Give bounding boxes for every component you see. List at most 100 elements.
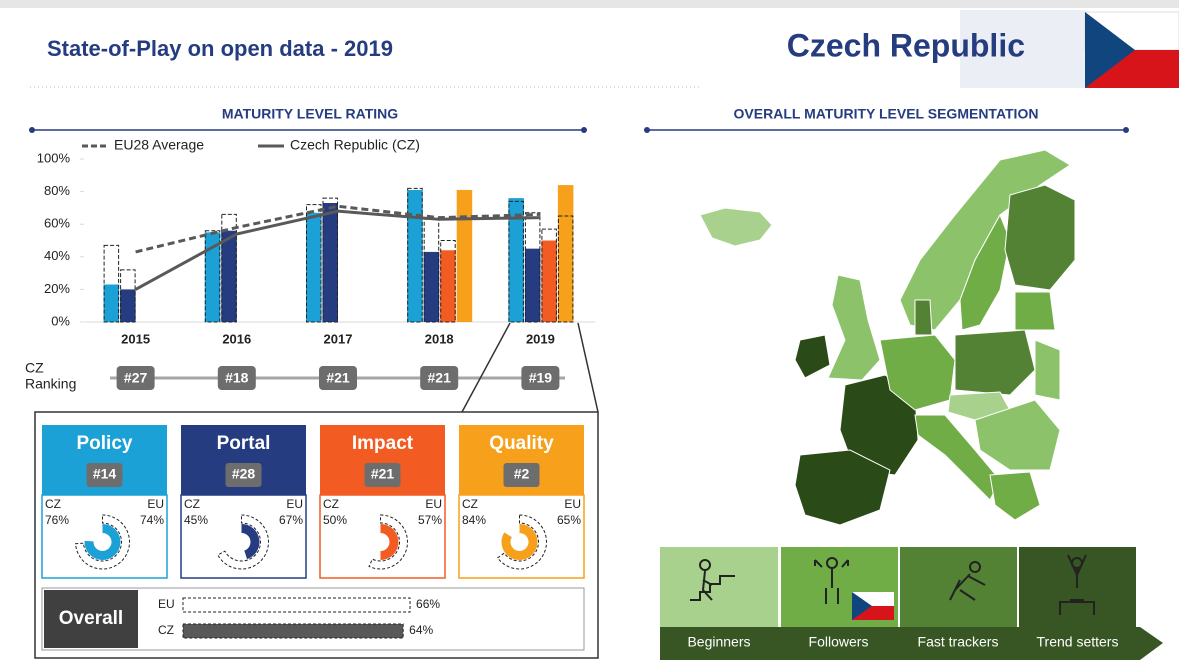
ranking-badge <box>420 366 459 390</box>
bar <box>423 251 440 322</box>
ranking-badge <box>319 366 357 390</box>
eu-bar <box>557 215 574 323</box>
ranking-badge <box>217 366 256 390</box>
bar <box>204 232 221 322</box>
segment-tile <box>660 547 778 627</box>
card-rank-badge <box>364 463 401 487</box>
rule-dot <box>1123 127 1129 133</box>
card-body <box>180 494 307 579</box>
bar <box>120 289 136 322</box>
donut-cz <box>84 524 121 560</box>
card-cz-label: CZ <box>323 497 339 511</box>
card-rank: #28 <box>232 466 256 482</box>
segment-label: Fast trackers <box>918 634 999 650</box>
segment-arrow <box>660 627 1163 660</box>
donut-eu <box>217 514 269 570</box>
x-tick-label: 2018 <box>425 331 454 346</box>
donut-eu <box>368 514 408 570</box>
bar <box>557 185 574 322</box>
flag <box>1084 11 1179 88</box>
y-tick-label: 100% <box>37 150 71 165</box>
segment-icons <box>690 554 1095 615</box>
legend-label: EU28 Average <box>114 137 204 153</box>
eu-bar <box>541 228 557 323</box>
card-rank-badge <box>503 463 540 487</box>
rule-dot <box>581 127 587 133</box>
bar <box>541 240 557 322</box>
eu-bar <box>524 212 541 323</box>
eu-bar <box>221 213 237 323</box>
segment-label: Followers <box>809 634 869 650</box>
segment-label: Trend setters <box>1037 634 1119 650</box>
eu-bar <box>322 197 338 323</box>
card-cz-value: 50% <box>323 513 347 527</box>
ranking-badge <box>521 366 560 390</box>
bar <box>103 284 120 322</box>
x-tick-label: 2019 <box>526 331 555 346</box>
eu-bar <box>306 204 322 323</box>
bar <box>440 250 456 322</box>
x-tick-label: 2017 <box>324 331 353 346</box>
legend-label: Czech Republic (CZ) <box>290 137 420 153</box>
x-tick-label: 2015 <box>121 331 150 346</box>
donut-cz <box>241 524 260 560</box>
overall-value: 66% <box>416 597 440 611</box>
card-rank-badge <box>86 463 123 487</box>
overall-bar <box>182 597 411 613</box>
card-rank-badge <box>225 463 262 487</box>
ranking-label: CZ <box>25 360 44 376</box>
card-rank: #2 <box>514 466 530 482</box>
card-eu-value: 74% <box>140 513 164 527</box>
bar <box>306 212 322 322</box>
donut-cz <box>501 524 538 560</box>
overall-series-label: EU <box>158 597 175 611</box>
card-cz-label: CZ <box>462 497 478 511</box>
overall-label: Overall <box>59 608 123 629</box>
zoom-line <box>577 322 599 413</box>
top-band <box>0 0 1179 8</box>
card-eu-value: 67% <box>279 513 303 527</box>
ranking-value: #18 <box>225 370 249 386</box>
donut-cz <box>380 524 399 560</box>
zoom-line <box>461 322 511 413</box>
rule-dot <box>29 127 35 133</box>
card-title: Quality <box>489 433 554 454</box>
europe-map <box>699 149 1076 526</box>
y-tick-label: 60% <box>44 216 70 231</box>
eu-bar <box>440 240 456 323</box>
eu-bar <box>508 200 524 323</box>
bar <box>407 189 423 322</box>
ranking-value: #21 <box>326 370 350 386</box>
y-tick-label: 80% <box>44 183 70 198</box>
card-title: Policy <box>77 433 133 454</box>
bar <box>456 189 473 322</box>
overall-value: 64% <box>409 623 433 637</box>
eu-bar <box>204 230 221 323</box>
card-cz-label: CZ <box>45 497 61 511</box>
ranking-badge <box>116 366 155 390</box>
overall-series-label: CZ <box>158 623 174 637</box>
segment-label: Beginners <box>687 634 750 650</box>
ranking-value: #19 <box>529 370 553 386</box>
card-rank: #14 <box>93 466 117 482</box>
rule-dot <box>644 127 650 133</box>
card-cz-value: 84% <box>462 513 486 527</box>
card-body <box>458 494 585 579</box>
section-title: MATURITY LEVEL RATING <box>222 106 398 122</box>
bar <box>524 248 541 322</box>
ranking-value: #21 <box>428 370 452 386</box>
donut-eu <box>496 514 547 570</box>
bar <box>322 203 338 322</box>
page-title: State-of-Play on open data - 2019 <box>47 36 393 61</box>
card-body <box>41 494 168 579</box>
card-body <box>319 494 446 579</box>
card-cz-value: 45% <box>184 513 208 527</box>
country-name: Czech Republic <box>787 27 1025 63</box>
ranking-label: Ranking <box>25 376 76 392</box>
line <box>134 209 541 291</box>
bar <box>221 230 237 322</box>
x-tick-label: 2016 <box>222 331 251 346</box>
overall-box <box>41 587 585 651</box>
